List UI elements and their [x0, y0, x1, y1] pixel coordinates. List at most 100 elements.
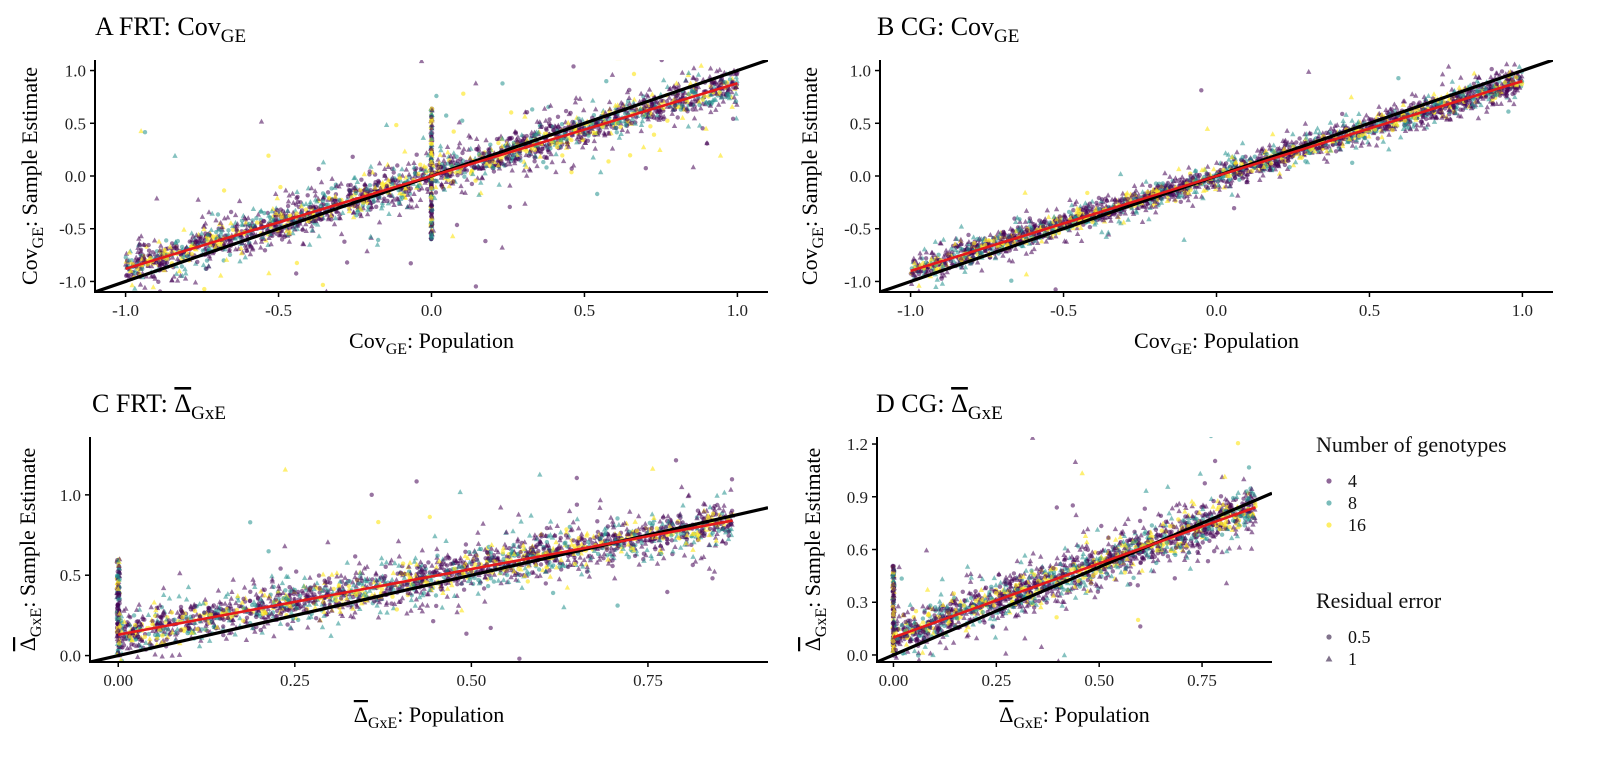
data-point	[590, 44, 594, 48]
data-point	[284, 207, 291, 213]
data-point	[1234, 149, 1240, 155]
data-point	[1471, 81, 1477, 87]
data-point	[338, 180, 344, 186]
data-point	[136, 235, 142, 241]
data-point	[352, 185, 358, 190]
data-point	[286, 192, 292, 198]
data-point	[364, 248, 370, 254]
data-point	[1449, 78, 1455, 84]
data-point	[1146, 216, 1152, 222]
data-point	[631, 71, 637, 77]
data-point	[1178, 199, 1184, 204]
data-point	[1276, 145, 1283, 151]
data-point	[1464, 92, 1470, 98]
data-point	[1519, 82, 1525, 87]
data-point	[470, 171, 476, 177]
data-point	[454, 154, 459, 159]
data-point	[917, 250, 923, 256]
data-point	[938, 273, 945, 279]
data-point	[616, 120, 621, 126]
data-point	[665, 118, 670, 123]
data-point	[1257, 150, 1263, 156]
data-point	[1449, 86, 1455, 92]
data-point	[537, 119, 543, 125]
data-point	[661, 99, 667, 105]
data-point	[478, 179, 484, 185]
data-point	[361, 171, 367, 177]
data-point	[959, 264, 965, 270]
data-point	[192, 279, 199, 285]
data-point	[618, 99, 624, 105]
data-point	[376, 219, 383, 225]
data-point	[722, 80, 727, 85]
data-point	[1053, 233, 1059, 239]
data-point	[673, 80, 680, 86]
data-point	[1087, 201, 1093, 206]
data-point	[1164, 198, 1171, 203]
data-point	[482, 170, 488, 176]
data-point	[173, 239, 179, 245]
data-point	[1222, 150, 1229, 156]
data-point	[923, 270, 929, 276]
data-point	[730, 79, 735, 85]
data-point	[377, 195, 382, 200]
data-point	[651, 132, 657, 137]
data-point	[560, 158, 567, 164]
data-point	[346, 208, 353, 214]
data-point	[408, 195, 414, 201]
data-point	[1411, 101, 1416, 106]
data-point	[949, 246, 954, 252]
data-point	[247, 241, 253, 247]
data-point	[234, 228, 239, 233]
data-point	[530, 107, 535, 112]
data-point	[164, 260, 170, 265]
data-point	[1511, 61, 1518, 67]
data-point	[691, 65, 697, 71]
data-point	[254, 216, 259, 221]
data-point	[646, 86, 653, 92]
data-point	[520, 13, 525, 18]
data-point	[1421, 125, 1427, 131]
data-point	[1114, 213, 1121, 219]
data-point	[1099, 229, 1105, 235]
data-point	[1425, 93, 1432, 98]
data-point	[1350, 160, 1355, 165]
data-point	[1417, 100, 1422, 105]
data-point	[420, 165, 427, 171]
data-point	[258, 244, 264, 250]
data-point	[1425, 121, 1431, 127]
data-point	[1044, 207, 1050, 213]
data-point	[384, 183, 390, 189]
data-point	[708, 109, 714, 115]
data-point	[233, 246, 239, 252]
data-point	[340, 210, 346, 215]
data-point	[555, 114, 561, 120]
data-point	[1239, 140, 1246, 146]
data-point	[195, 259, 200, 265]
data-point	[639, 118, 646, 124]
data-point	[123, 250, 130, 256]
data-point	[428, 155, 434, 160]
data-point	[913, 273, 919, 279]
data-point	[1324, 158, 1330, 164]
y-tick-label: 0.5	[65, 114, 86, 133]
data-point	[1317, 145, 1322, 150]
data-point	[1107, 214, 1113, 219]
data-point	[391, 196, 397, 202]
data-point	[1041, 229, 1048, 235]
data-point	[1271, 142, 1277, 148]
data-point	[460, 118, 465, 123]
data-point	[300, 225, 306, 231]
data-point	[138, 128, 144, 134]
data-point	[690, 107, 695, 112]
data-point	[717, 66, 723, 72]
data-point	[198, 238, 203, 243]
data-point	[329, 175, 335, 181]
data-point	[451, 150, 457, 156]
data-point	[457, 140, 463, 146]
data-point	[640, 144, 647, 150]
data-point	[1434, 114, 1440, 120]
data-point	[409, 204, 415, 210]
data-point	[1147, 183, 1153, 189]
data-point	[1148, 203, 1155, 209]
